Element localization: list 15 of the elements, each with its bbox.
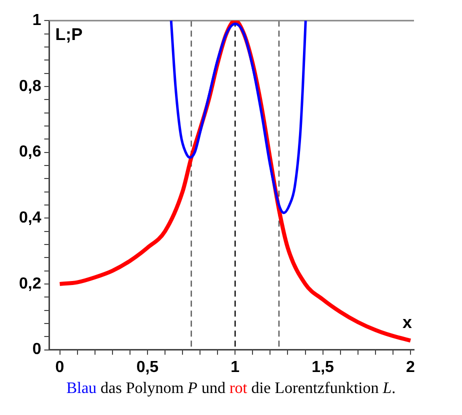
y-tick-label: 1 bbox=[32, 12, 42, 30]
y-axis-title: L;P bbox=[55, 24, 83, 44]
x-axis-title: x bbox=[402, 312, 413, 332]
x-tick-label: 2 bbox=[406, 358, 416, 376]
y-tick-label: 0,8 bbox=[18, 78, 42, 95]
y-tick-label: 0 bbox=[32, 341, 42, 358]
x-tick-label: 0 bbox=[55, 358, 64, 376]
text: Blau das Polynom P und rot die Lorentzfunktion L. bbox=[65, 380, 397, 398]
x-tick-label: 1 bbox=[230, 358, 240, 376]
x-tick-label: 0,5 bbox=[136, 358, 159, 376]
y-tick-label: 0,2 bbox=[18, 275, 42, 292]
x-tick-label: 1,5 bbox=[312, 358, 334, 376]
line-series bbox=[170, 20, 307, 214]
y-tick-label: 0,4 bbox=[18, 210, 42, 227]
y-tick-label: 0,6 bbox=[18, 144, 42, 161]
